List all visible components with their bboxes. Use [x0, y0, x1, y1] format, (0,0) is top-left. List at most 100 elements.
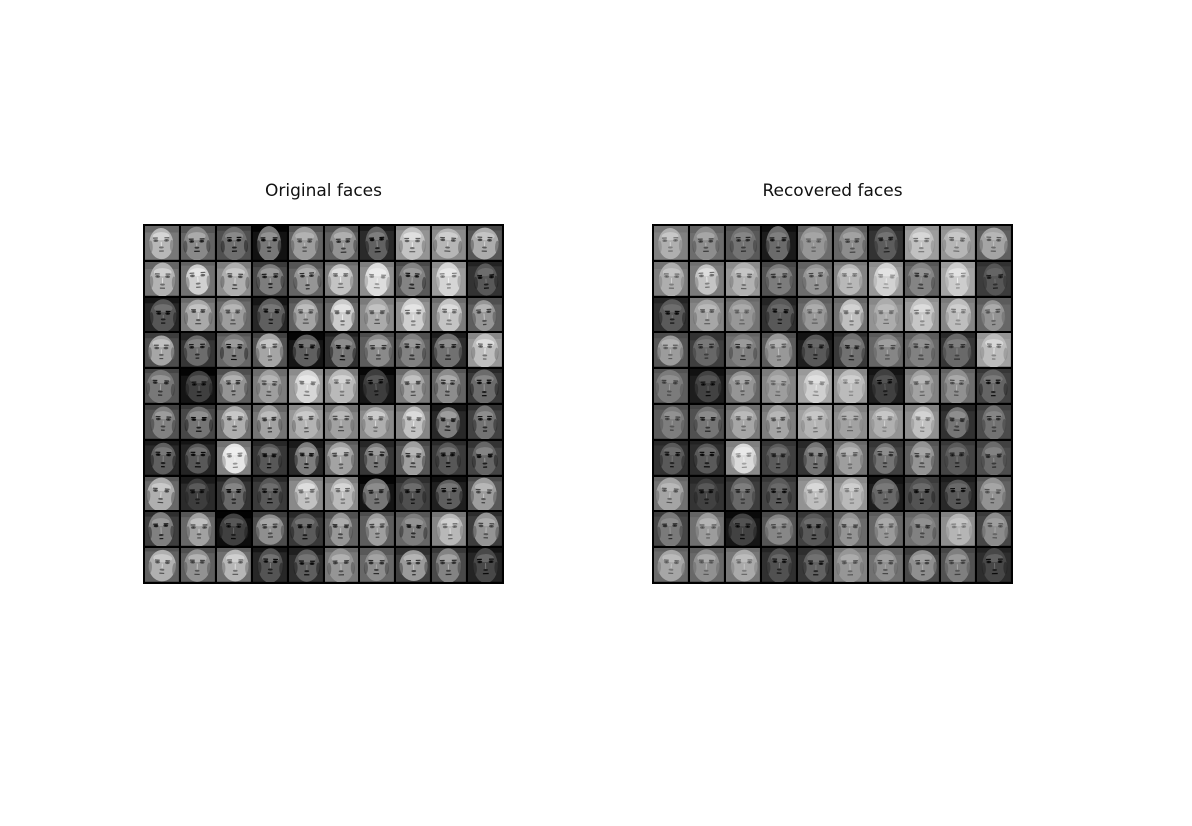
face-tile [797, 548, 832, 582]
face-tile [977, 261, 1011, 296]
face-tile [252, 226, 287, 260]
face-tile [869, 369, 904, 403]
face-tile [360, 404, 395, 439]
face-tile [216, 297, 251, 332]
face-tile [941, 261, 976, 296]
face-tile [977, 476, 1011, 511]
face-tile [324, 297, 359, 332]
face-tile [941, 369, 976, 403]
face-tile [797, 440, 832, 475]
face-tile [654, 440, 688, 475]
face-tile [725, 404, 760, 439]
face-tile [689, 512, 724, 547]
face-tile [833, 476, 868, 511]
face-tile [288, 369, 323, 403]
face-tile [252, 297, 287, 332]
face-tile [360, 440, 395, 475]
face-tile [468, 226, 502, 260]
face-tile [252, 440, 287, 475]
face-tile [145, 261, 179, 296]
face-tile [468, 548, 502, 582]
face-tile [654, 297, 688, 332]
face-tile [216, 261, 251, 296]
face-tile [797, 476, 832, 511]
face-tile [941, 333, 976, 368]
face-tile [833, 369, 868, 403]
face-tile [145, 297, 179, 332]
face-tile [689, 333, 724, 368]
face-tile [797, 333, 832, 368]
face-tile [396, 261, 431, 296]
face-tile [396, 476, 431, 511]
face-tile [432, 476, 467, 511]
face-tile [145, 440, 179, 475]
face-tile [941, 404, 976, 439]
face-tile [252, 548, 287, 582]
face-tile [689, 261, 724, 296]
face-tile [725, 297, 760, 332]
face-tile [396, 404, 431, 439]
face-tile [833, 333, 868, 368]
face-tile [180, 548, 215, 582]
face-tile [180, 404, 215, 439]
face-tile [216, 476, 251, 511]
face-tile [180, 297, 215, 332]
face-tile [180, 476, 215, 511]
face-tile [654, 333, 688, 368]
face-tile [180, 333, 215, 368]
face-tile [468, 440, 502, 475]
face-tile [432, 369, 467, 403]
recovered-faces-title: Recovered faces [762, 181, 903, 201]
face-tile [288, 297, 323, 332]
face-tile [288, 512, 323, 547]
face-tile [216, 512, 251, 547]
face-tile [324, 333, 359, 368]
face-tile [324, 440, 359, 475]
face-tile [180, 261, 215, 296]
face-tile [360, 512, 395, 547]
face-tile [761, 261, 796, 296]
face-tile [941, 297, 976, 332]
face-tile [977, 369, 1011, 403]
face-tile [360, 261, 395, 296]
face-tile [797, 404, 832, 439]
original-faces-title: Original faces [265, 181, 382, 201]
face-tile [905, 333, 940, 368]
face-tile [216, 404, 251, 439]
face-tile [360, 226, 395, 260]
face-tile [396, 548, 431, 582]
face-tile [396, 297, 431, 332]
face-tile [360, 369, 395, 403]
face-tile [288, 476, 323, 511]
face-tile [180, 512, 215, 547]
face-tile [432, 297, 467, 332]
face-tile [654, 548, 688, 582]
face-tile [905, 226, 940, 260]
face-tile [977, 548, 1011, 582]
face-tile [689, 476, 724, 511]
face-tile [288, 333, 323, 368]
face-tile [252, 369, 287, 403]
face-tile [905, 297, 940, 332]
face-tile [216, 369, 251, 403]
face-tile [689, 226, 724, 260]
face-tile [833, 297, 868, 332]
face-tile [761, 333, 796, 368]
face-tile [252, 261, 287, 296]
face-tile [288, 261, 323, 296]
face-tile [432, 261, 467, 296]
original-faces-grid [143, 224, 504, 584]
face-tile [654, 476, 688, 511]
face-tile [360, 333, 395, 368]
face-tile [145, 333, 179, 368]
face-tile [432, 440, 467, 475]
face-tile [689, 404, 724, 439]
face-tile [869, 297, 904, 332]
face-tile [761, 226, 796, 260]
face-tile [941, 548, 976, 582]
face-tile [180, 369, 215, 403]
face-tile [725, 333, 760, 368]
face-tile [761, 476, 796, 511]
face-tile [288, 548, 323, 582]
face-tile [360, 548, 395, 582]
